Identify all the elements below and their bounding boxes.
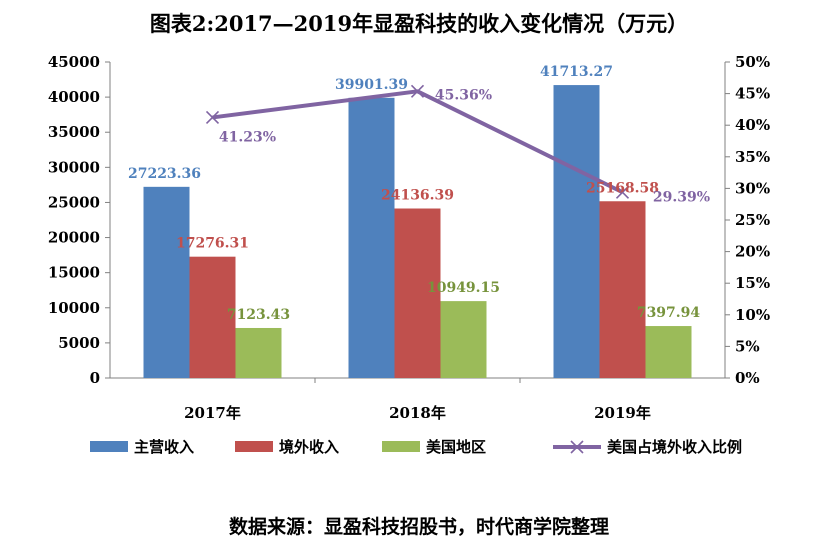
- x-tick-label: 2019年: [594, 404, 651, 422]
- y-left-tick-label: 20000: [48, 229, 100, 247]
- bar-data-label: 17276.31: [176, 236, 249, 252]
- bar-data-label: 27223.36: [128, 166, 201, 182]
- y-right-tick-label: 50%: [735, 53, 770, 71]
- legend-label: 美国占境外收入比例: [607, 438, 742, 456]
- bar-data-label: 7123.43: [227, 307, 290, 323]
- y-right-tick-label: 35%: [735, 148, 770, 166]
- bar: [553, 85, 600, 379]
- y-right-tick-label: 25%: [735, 211, 770, 229]
- y-right-tick-label: 0%: [735, 369, 760, 387]
- line-point-marker: [615, 185, 630, 199]
- y-right-tick-label: 20%: [735, 243, 770, 261]
- y-left-tick-label: 45000: [48, 53, 100, 71]
- y-left-tick-label: 15000: [48, 264, 100, 282]
- y-left-tick-label: 0: [90, 369, 100, 387]
- y-left-tick-label: 35000: [48, 123, 100, 141]
- bar: [189, 256, 236, 378]
- bar: [645, 326, 692, 378]
- data-labels-group: 27223.36 39901.39 41713.27 17276.31 24136.39…: [128, 64, 710, 323]
- bar: [348, 97, 395, 378]
- y-left-tick-label: 40000: [48, 88, 100, 106]
- line-group: [205, 84, 630, 199]
- y-right-tick-label: 5%: [735, 337, 760, 355]
- bar: [599, 201, 646, 378]
- y-left-tick-label: 30000: [48, 158, 100, 176]
- bar-data-label: 25168.58: [586, 180, 659, 196]
- y-right-tick-label: 15%: [735, 274, 770, 292]
- line-data-label: 45.36%: [435, 87, 492, 103]
- y-right-tick-label: 10%: [735, 306, 770, 324]
- line-data-label: 29.39%: [653, 189, 710, 205]
- bar-data-label: 41713.27: [540, 64, 613, 80]
- bar: [394, 208, 441, 378]
- source-note: 数据来源：显盈科技招股书，时代商学院整理: [229, 515, 609, 538]
- bar-data-label: 10949.15: [427, 280, 500, 296]
- legend-swatch: [382, 441, 420, 452]
- y-right-tick-label: 40%: [735, 116, 770, 134]
- y-left-tick-label: 5000: [58, 334, 100, 352]
- legend-swatch: [90, 441, 128, 452]
- bars-group: [143, 85, 692, 379]
- bar: [440, 301, 487, 378]
- bar: [235, 327, 282, 378]
- y-right-tick-label: 45%: [735, 85, 770, 103]
- y-left-tick-label: 10000: [48, 299, 100, 317]
- y-left-tick-label: 25000: [48, 193, 100, 211]
- y-right-tick-label: 30%: [735, 179, 770, 197]
- line-point-marker: [410, 84, 425, 98]
- legend-swatch: [235, 441, 273, 452]
- bar: [143, 186, 190, 378]
- line-point-marker: [205, 110, 220, 124]
- legend-label: 境外收入: [279, 438, 339, 456]
- legend-swatch-marker: [570, 440, 584, 454]
- legend: 主营收入 境外收入 美国地区 美国占境外收入比例: [90, 438, 742, 456]
- line-data-label: 41.23%: [219, 129, 276, 145]
- bar-data-label: 24136.39: [381, 188, 454, 204]
- chart-title: 图表2:2017—2019年显盈科技的收入变化情况（万元）: [150, 11, 688, 36]
- bar-data-label: 39901.39: [335, 77, 408, 93]
- legend-label: 主营收入: [134, 438, 194, 456]
- axes-group: 0 5000 10000 15000 20000 25000 30000 35000 40000…: [48, 53, 770, 422]
- x-tick-label: 2017年: [184, 404, 241, 422]
- legend-label: 美国地区: [426, 438, 486, 456]
- x-tick-label: 2018年: [389, 404, 446, 422]
- bar-data-label: 7397.94: [637, 305, 701, 321]
